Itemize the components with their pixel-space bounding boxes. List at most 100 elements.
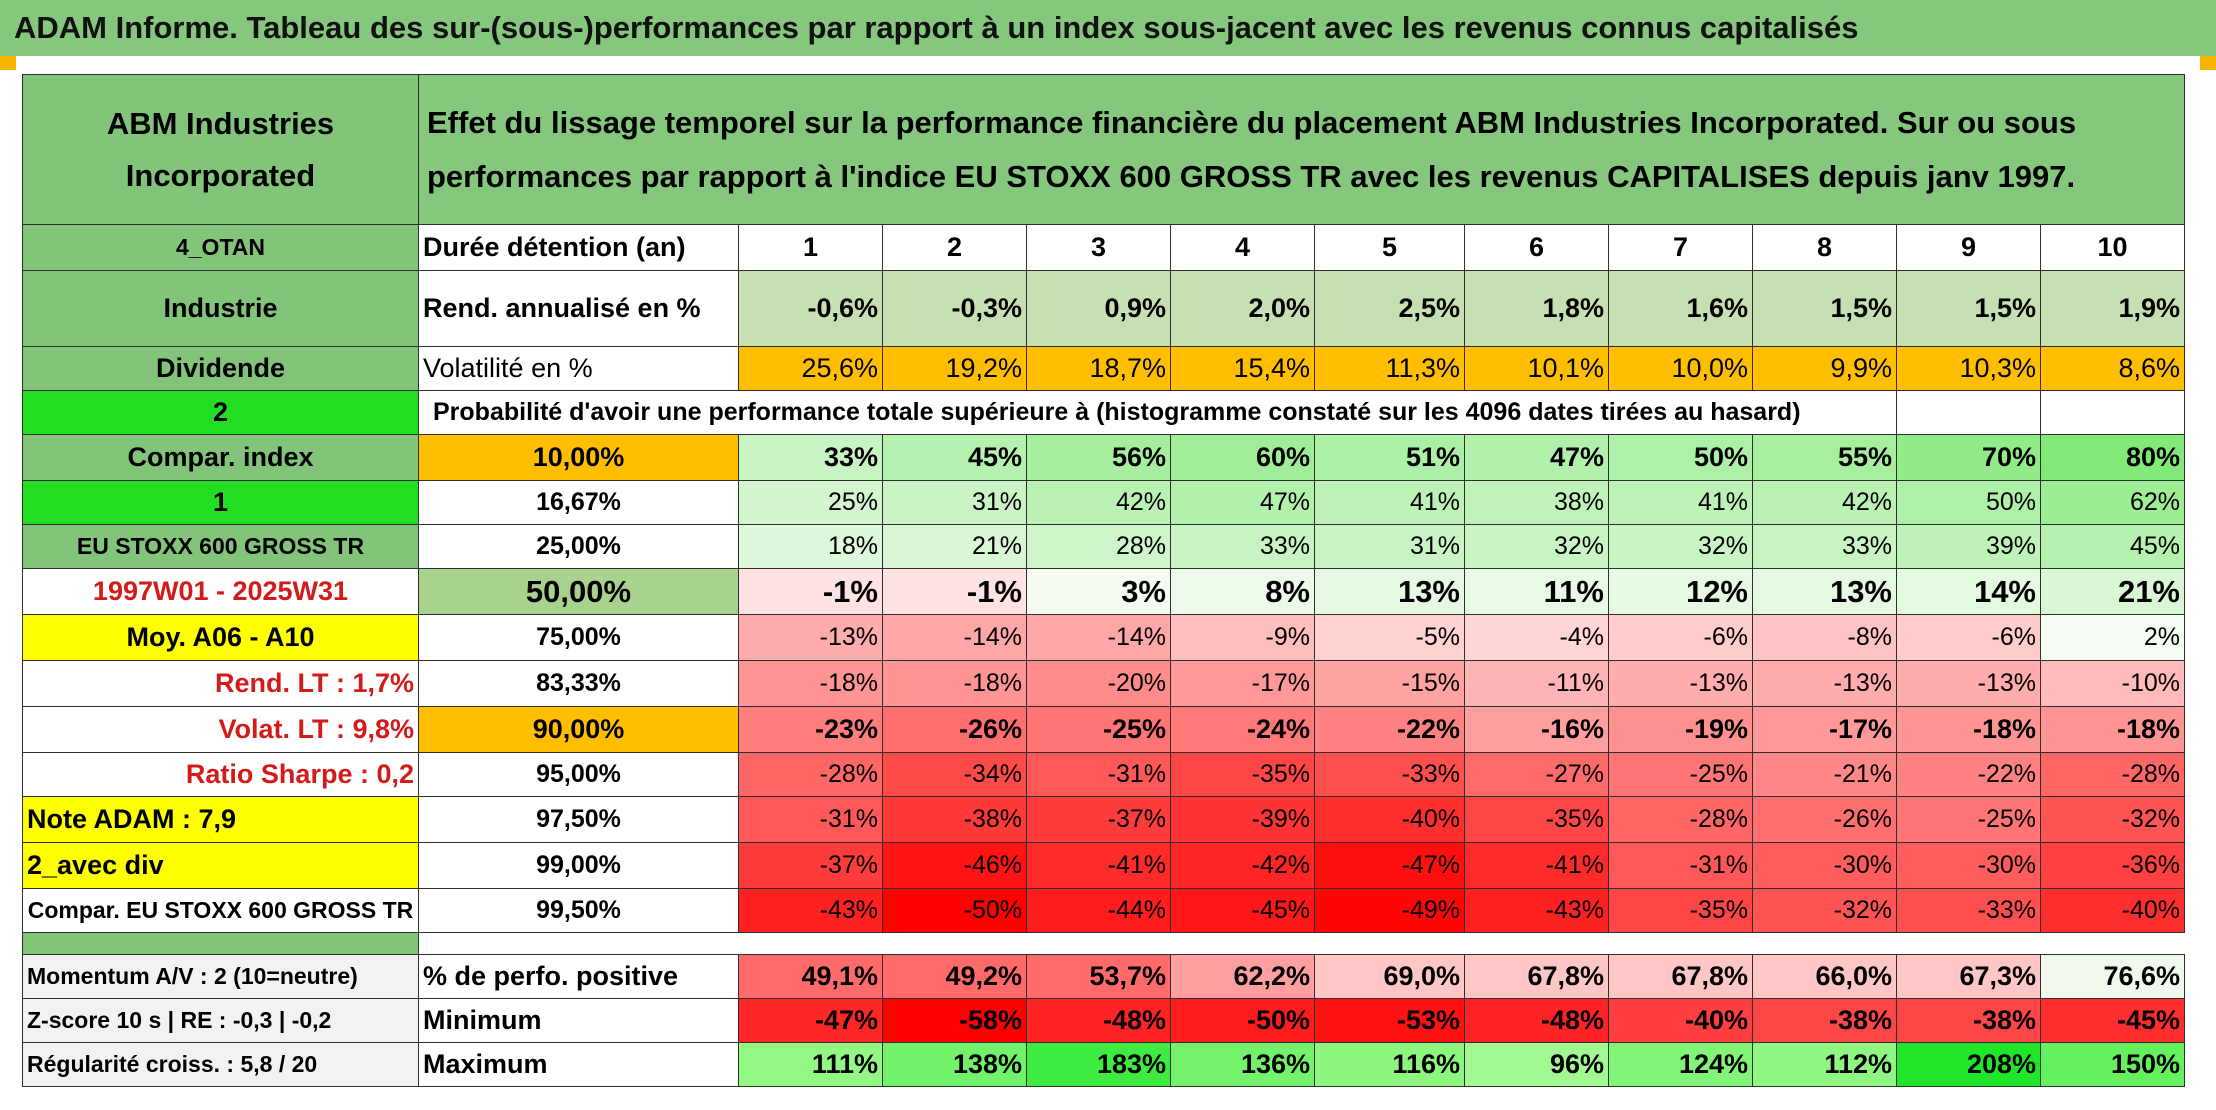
year-header: 2	[882, 224, 1027, 271]
performance-cell: 70%	[1896, 434, 2041, 481]
minimum-cell: -47%	[738, 998, 883, 1043]
performance-cell: 42%	[1026, 480, 1171, 525]
return-cell: 1,5%	[1896, 270, 2041, 347]
performance-cell: 11%	[1464, 568, 1609, 615]
performance-cell: -31%	[738, 796, 883, 843]
return-cell: 1,9%	[2040, 270, 2185, 347]
long-term-return: Rend. LT : 1,7%	[22, 660, 419, 707]
performance-cell: 42%	[1752, 480, 1897, 525]
return-cell: 1,6%	[1608, 270, 1753, 347]
performance-cell: -14%	[882, 614, 1027, 661]
percentile-cell: 75,00%	[418, 614, 739, 661]
comparison-index: Compar. EU STOXX 600 GROSS TR	[22, 888, 419, 933]
performance-cell: -30%	[1752, 842, 1897, 889]
performance-cell: -18%	[2040, 706, 2185, 753]
performance-cell: -34%	[882, 752, 1027, 797]
minimum-cell: -48%	[1026, 998, 1171, 1043]
compar-index-value[interactable]: 1	[22, 480, 419, 525]
dividend-value[interactable]: 2	[22, 390, 419, 435]
minimum-cell: -50%	[1170, 998, 1315, 1043]
performance-cell: 41%	[1314, 480, 1465, 525]
maximum-cell: 124%	[1608, 1042, 1753, 1087]
performance-cell: -25%	[1608, 752, 1753, 797]
performance-cell: -5%	[1314, 614, 1465, 661]
performance-table: ABM Industries Incorporated Effet du lis…	[22, 74, 2185, 1087]
dividend-mode: 2_avec div	[22, 842, 419, 889]
performance-cell: -35%	[1464, 796, 1609, 843]
performance-cell: 21%	[882, 524, 1027, 569]
performance-cell: -23%	[738, 706, 883, 753]
volatility-cell: 18,7%	[1026, 346, 1171, 391]
performance-cell: 33%	[1752, 524, 1897, 569]
adam-score: Note ADAM : 7,9	[22, 796, 419, 843]
minimum-cell: -38%	[1896, 998, 2041, 1043]
stat-label: % de perfo. positive	[418, 954, 739, 999]
performance-cell: -13%	[738, 614, 883, 661]
percentile-cell: 99,00%	[418, 842, 739, 889]
positive-perf-cell: 67,8%	[1464, 954, 1609, 999]
performance-cell: -28%	[738, 752, 883, 797]
minimum-cell: -38%	[1752, 998, 1897, 1043]
performance-cell: 31%	[1314, 524, 1465, 569]
performance-cell: -8%	[1752, 614, 1897, 661]
performance-cell: -31%	[1608, 842, 1753, 889]
year-header: 9	[1896, 224, 2041, 271]
performance-cell: -39%	[1170, 796, 1315, 843]
volatility-cell: 10,0%	[1608, 346, 1753, 391]
volatility-cell: 10,1%	[1464, 346, 1609, 391]
percentile-cell: 97,50%	[418, 796, 739, 843]
corner-marker-left	[0, 56, 16, 70]
performance-cell: 80%	[2040, 434, 2185, 481]
index-name: EU STOXX 600 GROSS TR	[22, 524, 419, 569]
performance-cell: -16%	[1464, 706, 1609, 753]
annualized-return-label: Rend. annualisé en %	[418, 270, 739, 347]
performance-cell: -1%	[738, 568, 883, 615]
performance-cell: -20%	[1026, 660, 1171, 707]
return-cell: 1,8%	[1464, 270, 1609, 347]
performance-cell: -14%	[1026, 614, 1171, 661]
positive-perf-cell: 49,2%	[882, 954, 1027, 999]
performance-cell: 25%	[738, 480, 883, 525]
volatility-cell: 9,9%	[1752, 346, 1897, 391]
performance-cell: 31%	[882, 480, 1027, 525]
stat-label: Maximum	[418, 1042, 739, 1087]
performance-cell: 47%	[1464, 434, 1609, 481]
volatility-cell: 8,6%	[2040, 346, 2185, 391]
report-title: ADAM Informe. Tableau des sur-(sous-)per…	[0, 0, 2216, 56]
percentile-cell: 99,50%	[418, 888, 739, 933]
performance-cell: -1%	[882, 568, 1027, 615]
performance-cell: -10%	[2040, 660, 2185, 707]
maximum-cell: 116%	[1314, 1042, 1465, 1087]
maximum-cell: 96%	[1464, 1042, 1609, 1087]
return-cell: 0,9%	[1026, 270, 1171, 347]
year-header: 10	[2040, 224, 2185, 271]
maximum-cell: 112%	[1752, 1042, 1897, 1087]
performance-cell: 13%	[1752, 568, 1897, 615]
stat-sidebar-label: Momentum A/V : 2 (10=neutre)	[22, 954, 419, 999]
performance-cell: 13%	[1314, 568, 1465, 615]
year-header: 7	[1608, 224, 1753, 271]
performance-cell: -6%	[1896, 614, 2041, 661]
period-range: 1997W01 - 2025W31	[22, 568, 419, 615]
positive-perf-cell: 69,0%	[1314, 954, 1465, 999]
performance-cell: 18%	[738, 524, 883, 569]
performance-cell: -13%	[1608, 660, 1753, 707]
performance-cell: -18%	[738, 660, 883, 707]
volatility-cell: 15,4%	[1170, 346, 1315, 391]
performance-cell: -24%	[1170, 706, 1315, 753]
performance-cell: 2%	[2040, 614, 2185, 661]
performance-cell: -50%	[882, 888, 1027, 933]
return-cell: 2,5%	[1314, 270, 1465, 347]
volatility-cell: 25,6%	[738, 346, 883, 391]
performance-cell: -36%	[2040, 842, 2185, 889]
probability-label: Probabilité d'avoir une performance tota…	[418, 390, 1897, 435]
stat-sidebar-label: Régularité croiss. : 5,8 / 20	[22, 1042, 419, 1087]
performance-cell: 32%	[1464, 524, 1609, 569]
performance-cell: -35%	[1608, 888, 1753, 933]
maximum-cell: 208%	[1896, 1042, 2041, 1087]
performance-cell: 45%	[882, 434, 1027, 481]
performance-cell: -41%	[1026, 842, 1171, 889]
performance-cell: -43%	[738, 888, 883, 933]
volatility-cell: 19,2%	[882, 346, 1027, 391]
empty-cell	[2040, 390, 2185, 435]
